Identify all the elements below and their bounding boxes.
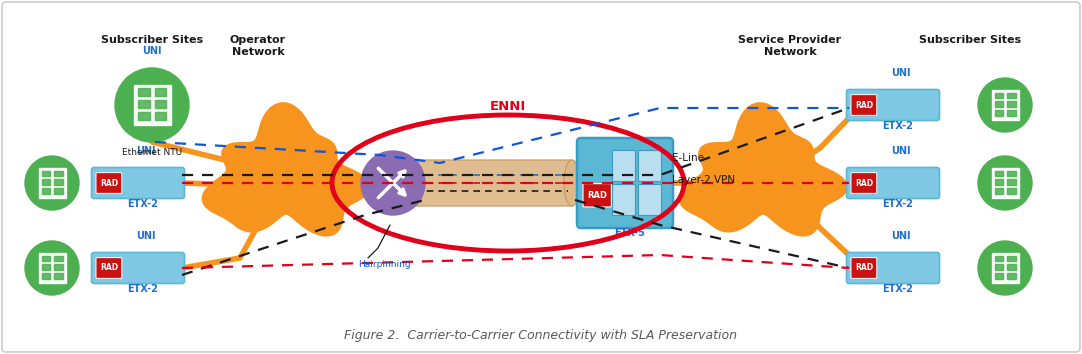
Text: Figure 2.  Carrier-to-Carrier Connectivity with SLA Preservation: Figure 2. Carrier-to-Carrier Connectivit… xyxy=(344,330,738,343)
Text: E-Line: E-Line xyxy=(672,153,704,163)
Text: ETX-2: ETX-2 xyxy=(883,199,913,209)
FancyBboxPatch shape xyxy=(991,168,1018,198)
FancyBboxPatch shape xyxy=(408,160,572,206)
FancyBboxPatch shape xyxy=(1007,102,1016,107)
FancyBboxPatch shape xyxy=(137,112,149,120)
Text: Layer-2 VPN: Layer-2 VPN xyxy=(672,175,735,185)
Ellipse shape xyxy=(564,160,580,206)
FancyBboxPatch shape xyxy=(994,110,1003,116)
FancyBboxPatch shape xyxy=(994,92,1003,98)
Text: Ethemet NTU: Ethemet NTU xyxy=(122,148,182,157)
Text: UNI: UNI xyxy=(136,231,156,241)
Polygon shape xyxy=(681,103,846,235)
Text: RAD: RAD xyxy=(100,178,118,188)
Text: RAD: RAD xyxy=(855,263,873,273)
FancyBboxPatch shape xyxy=(638,184,661,215)
Polygon shape xyxy=(203,103,369,235)
FancyBboxPatch shape xyxy=(994,256,1003,262)
FancyBboxPatch shape xyxy=(96,173,122,193)
FancyBboxPatch shape xyxy=(846,90,939,120)
FancyBboxPatch shape xyxy=(1007,273,1016,279)
FancyBboxPatch shape xyxy=(92,167,185,199)
FancyBboxPatch shape xyxy=(1007,110,1016,116)
FancyBboxPatch shape xyxy=(155,112,167,120)
Text: Subscriber Sites: Subscriber Sites xyxy=(919,35,1021,45)
FancyBboxPatch shape xyxy=(994,188,1003,194)
FancyBboxPatch shape xyxy=(1007,179,1016,185)
Text: UNI: UNI xyxy=(892,68,911,78)
Circle shape xyxy=(25,241,79,295)
FancyBboxPatch shape xyxy=(994,273,1003,279)
FancyBboxPatch shape xyxy=(577,138,673,228)
Text: ETX-2: ETX-2 xyxy=(128,284,158,294)
FancyBboxPatch shape xyxy=(991,90,1018,120)
FancyBboxPatch shape xyxy=(42,179,51,185)
FancyBboxPatch shape xyxy=(991,253,1018,283)
Circle shape xyxy=(978,241,1032,295)
FancyBboxPatch shape xyxy=(137,100,149,108)
Circle shape xyxy=(25,156,79,210)
FancyBboxPatch shape xyxy=(611,150,635,181)
FancyBboxPatch shape xyxy=(39,253,66,283)
Circle shape xyxy=(978,78,1032,132)
FancyBboxPatch shape xyxy=(994,171,1003,176)
FancyBboxPatch shape xyxy=(1007,256,1016,262)
FancyBboxPatch shape xyxy=(54,273,63,279)
FancyBboxPatch shape xyxy=(611,184,635,215)
Circle shape xyxy=(115,68,189,142)
Circle shape xyxy=(978,156,1032,210)
FancyBboxPatch shape xyxy=(852,173,876,193)
Text: UNI: UNI xyxy=(892,146,911,156)
FancyBboxPatch shape xyxy=(583,184,611,207)
FancyBboxPatch shape xyxy=(39,168,66,198)
FancyBboxPatch shape xyxy=(42,188,51,194)
FancyBboxPatch shape xyxy=(638,150,661,181)
FancyBboxPatch shape xyxy=(96,258,122,278)
FancyBboxPatch shape xyxy=(133,85,171,125)
FancyBboxPatch shape xyxy=(155,100,167,108)
Text: ETX-2: ETX-2 xyxy=(883,121,913,131)
FancyBboxPatch shape xyxy=(994,179,1003,185)
Text: Subscriber Sites: Subscriber Sites xyxy=(101,35,203,45)
FancyBboxPatch shape xyxy=(42,256,51,262)
Text: RAD: RAD xyxy=(855,178,873,188)
FancyBboxPatch shape xyxy=(54,188,63,194)
FancyBboxPatch shape xyxy=(1007,171,1016,176)
Text: ENNI: ENNI xyxy=(490,100,526,113)
Text: ETX-5: ETX-5 xyxy=(615,228,646,238)
FancyBboxPatch shape xyxy=(42,273,51,279)
FancyBboxPatch shape xyxy=(54,179,63,185)
Text: Hairpinning: Hairpinning xyxy=(358,260,411,269)
FancyBboxPatch shape xyxy=(846,167,939,199)
Text: Service Provider
Network: Service Provider Network xyxy=(738,35,842,57)
Text: ETX-2: ETX-2 xyxy=(883,284,913,294)
FancyBboxPatch shape xyxy=(1007,92,1016,98)
Text: ETX-2: ETX-2 xyxy=(128,199,158,209)
FancyBboxPatch shape xyxy=(994,264,1003,270)
FancyBboxPatch shape xyxy=(54,256,63,262)
Text: UNI: UNI xyxy=(136,146,156,156)
Text: Operator
Network: Operator Network xyxy=(230,35,286,57)
Text: UNI: UNI xyxy=(892,231,911,241)
Ellipse shape xyxy=(400,160,417,206)
FancyBboxPatch shape xyxy=(155,88,167,96)
Text: RAD: RAD xyxy=(855,101,873,109)
Circle shape xyxy=(361,151,425,215)
FancyBboxPatch shape xyxy=(852,258,876,278)
FancyBboxPatch shape xyxy=(92,252,185,284)
FancyBboxPatch shape xyxy=(54,171,63,176)
FancyBboxPatch shape xyxy=(852,95,876,115)
Text: RAD: RAD xyxy=(588,191,607,200)
FancyBboxPatch shape xyxy=(42,264,51,270)
FancyBboxPatch shape xyxy=(1007,264,1016,270)
FancyBboxPatch shape xyxy=(846,252,939,284)
Text: RAD: RAD xyxy=(100,263,118,273)
FancyBboxPatch shape xyxy=(42,171,51,176)
Text: UNI: UNI xyxy=(142,46,161,56)
FancyBboxPatch shape xyxy=(1007,188,1016,194)
FancyBboxPatch shape xyxy=(994,102,1003,107)
FancyBboxPatch shape xyxy=(137,88,149,96)
FancyBboxPatch shape xyxy=(54,264,63,270)
